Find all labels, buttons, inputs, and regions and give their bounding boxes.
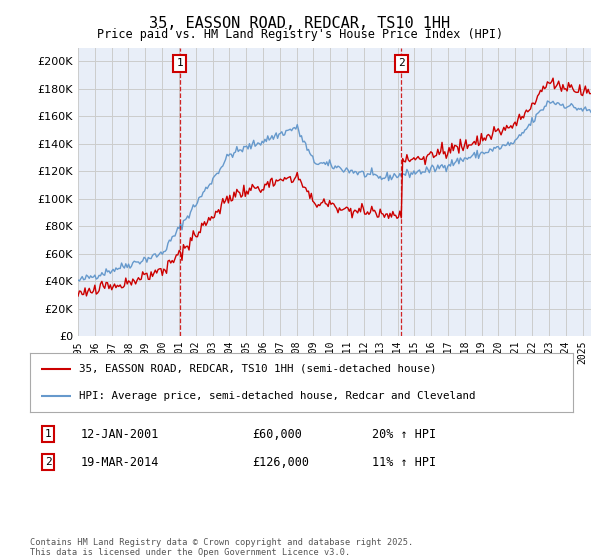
- Text: 20% ↑ HPI: 20% ↑ HPI: [372, 427, 436, 441]
- Text: 1: 1: [44, 429, 52, 439]
- Text: £60,000: £60,000: [252, 427, 302, 441]
- Text: 35, EASSON ROAD, REDCAR, TS10 1HH: 35, EASSON ROAD, REDCAR, TS10 1HH: [149, 16, 451, 31]
- Text: 2: 2: [398, 58, 404, 68]
- Text: 2: 2: [44, 457, 52, 467]
- Text: 1: 1: [176, 58, 183, 68]
- Text: 35, EASSON ROAD, REDCAR, TS10 1HH (semi-detached house): 35, EASSON ROAD, REDCAR, TS10 1HH (semi-…: [79, 363, 436, 374]
- Text: 11% ↑ HPI: 11% ↑ HPI: [372, 455, 436, 469]
- Text: Price paid vs. HM Land Registry's House Price Index (HPI): Price paid vs. HM Land Registry's House …: [97, 28, 503, 41]
- Text: HPI: Average price, semi-detached house, Redcar and Cleveland: HPI: Average price, semi-detached house,…: [79, 391, 475, 401]
- Text: £126,000: £126,000: [252, 455, 309, 469]
- Text: Contains HM Land Registry data © Crown copyright and database right 2025.
This d: Contains HM Land Registry data © Crown c…: [30, 538, 413, 557]
- Text: 12-JAN-2001: 12-JAN-2001: [81, 427, 160, 441]
- Text: 19-MAR-2014: 19-MAR-2014: [81, 455, 160, 469]
